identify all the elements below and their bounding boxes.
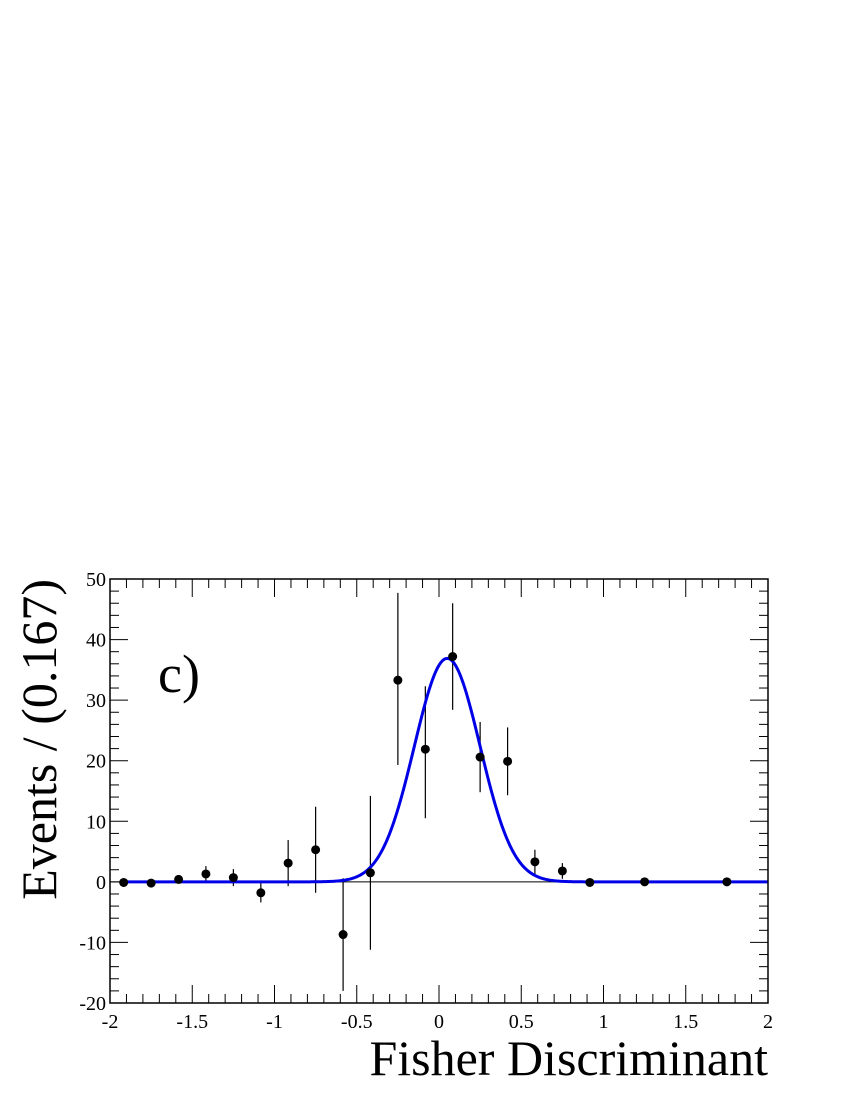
- x-tick-label: 0.5: [509, 1011, 534, 1033]
- x-tick-label: -2: [102, 1011, 119, 1033]
- data-point: [365, 868, 375, 878]
- data-point: [228, 873, 238, 883]
- axis-ticks: [109, 578, 769, 1004]
- error-bars: [123, 592, 728, 991]
- y-tick-label: 40: [86, 630, 106, 652]
- y-tick-label: 0: [96, 872, 106, 894]
- x-tick-label: -0.5: [341, 1011, 373, 1033]
- y-tick-label: 30: [86, 690, 106, 712]
- x-tick-label: -1.5: [176, 1011, 208, 1033]
- x-tick-label: 1: [599, 1011, 609, 1033]
- fit-curve: [123, 656, 768, 884]
- y-tick-label: 10: [86, 811, 106, 833]
- data-point: [722, 877, 732, 887]
- data-point: [393, 675, 403, 685]
- data-point: [640, 877, 650, 887]
- data-point: [311, 845, 321, 855]
- data-point: [256, 888, 266, 898]
- data-point: [448, 652, 458, 662]
- data-point: [585, 877, 595, 887]
- data-point: [475, 752, 485, 762]
- y-tick-labels: -20 -10 0 10 20 30 40 50: [79, 569, 106, 1015]
- x-tick-label: 1.5: [673, 1011, 698, 1033]
- data-point: [174, 874, 184, 884]
- data-point: [146, 878, 156, 888]
- panel-label: c): [158, 644, 200, 704]
- data-point: [338, 930, 348, 940]
- y-tick-label: 50: [86, 569, 106, 591]
- data-point: [119, 877, 129, 887]
- y-tick-label: -20: [79, 993, 106, 1015]
- x-tick-label: 0: [434, 1011, 444, 1033]
- data-point: [530, 857, 540, 867]
- data-point: [283, 858, 293, 868]
- x-tick-labels: -2 -1.5 -1 -0.5 0 0.5 1 1.5 2: [102, 1011, 773, 1033]
- data-point: [557, 866, 567, 876]
- x-tick-label: -1: [266, 1011, 283, 1033]
- y-tick-label: -10: [79, 932, 106, 954]
- data-point: [201, 869, 211, 879]
- x-tick-label: 2: [763, 1011, 773, 1033]
- data-points: [119, 652, 732, 940]
- data-point: [503, 756, 513, 766]
- data-point: [420, 744, 430, 754]
- x-axis-title: Fisher Discriminant: [369, 1030, 768, 1086]
- plot-frame: [109, 578, 769, 1004]
- y-axis-title: Events / (0.167): [11, 579, 67, 900]
- y-tick-label: 20: [86, 751, 106, 773]
